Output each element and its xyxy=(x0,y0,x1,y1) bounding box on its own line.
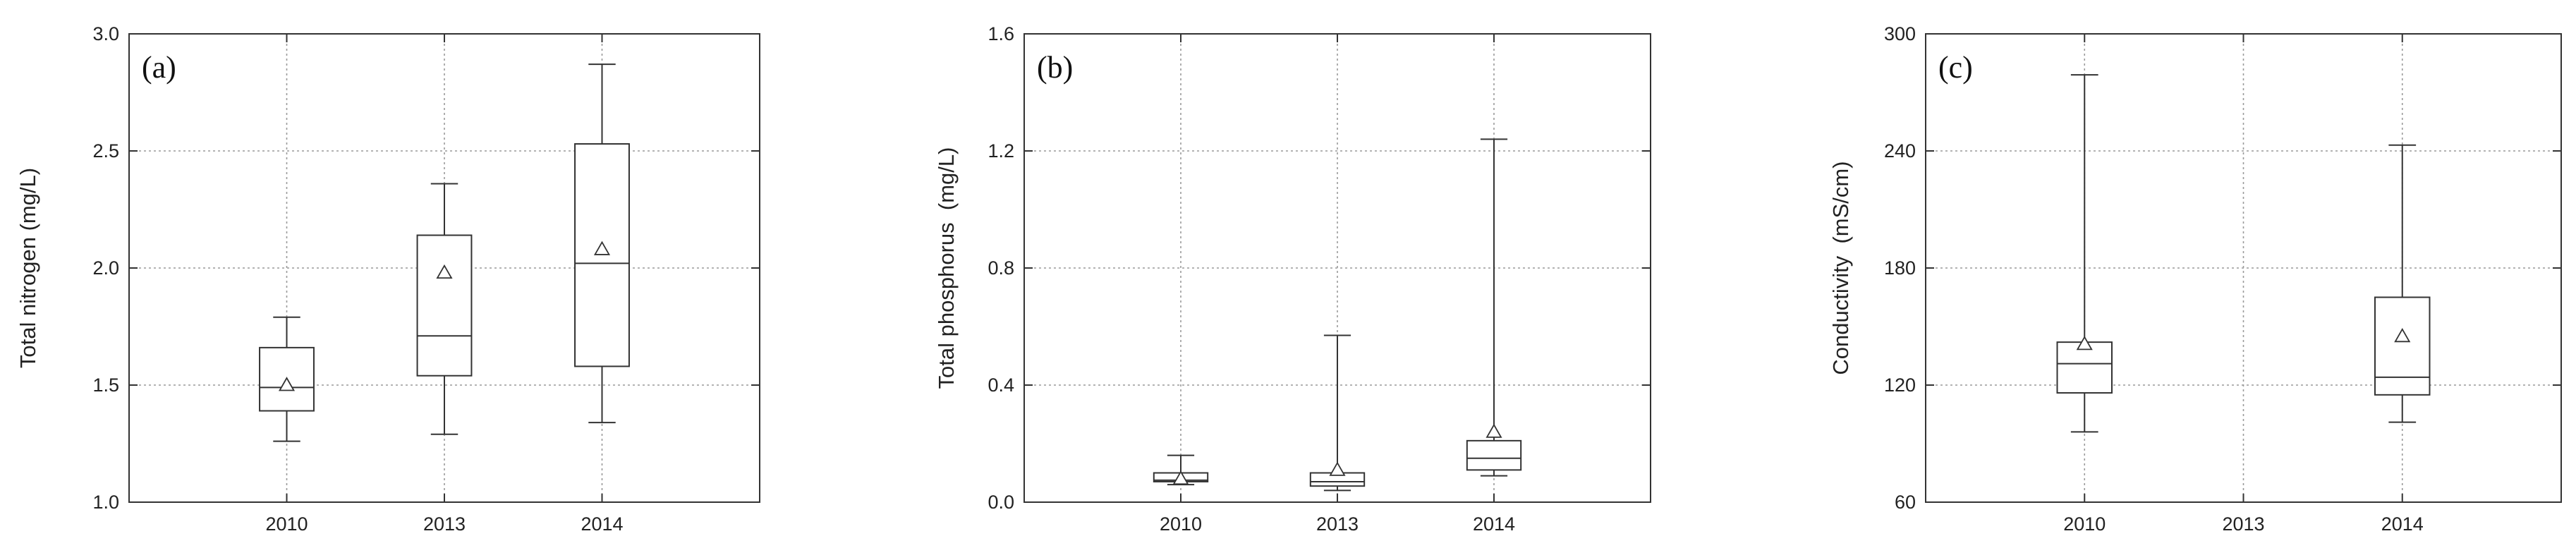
iqr-box xyxy=(416,234,473,377)
x-tick-label: 2010 xyxy=(265,513,308,535)
y-tick-label: 60 xyxy=(1895,492,1916,513)
y-tick-label: 1.5 xyxy=(92,375,119,396)
plot-frame xyxy=(128,33,760,503)
x-tick-label: 2013 xyxy=(2222,513,2264,535)
x-tick-label: 2014 xyxy=(2381,513,2424,535)
mean-marker xyxy=(436,264,453,279)
panel-b-total-phosphorus: 0.0 0.4 0.8 1.2 1.6 2010 2013 2014 (b) Total phos… xyxy=(934,23,1651,535)
y-tick-label: 2.5 xyxy=(92,140,119,162)
y-axis-label: Conductivity (mS/cm) xyxy=(1828,161,1853,375)
y-tick-label: 300 xyxy=(1884,23,1916,44)
panel-a-total-nitrogen: 1.0 1.5 2.0 2.5 3.0 2010 2013 2014 (a) Total nitr… xyxy=(16,23,760,535)
panel-label: (c) xyxy=(1938,50,1973,85)
iqr-box xyxy=(2374,296,2431,396)
y-tick-label: 3.0 xyxy=(92,23,119,44)
x-tick-label: 2010 xyxy=(1160,513,1202,535)
mean-marker xyxy=(2076,336,2093,351)
y-tick-label: 120 xyxy=(1884,375,1916,396)
y-tick-label: 0.8 xyxy=(988,257,1014,279)
iqr-box xyxy=(2056,341,2113,394)
y-tick-label: 180 xyxy=(1884,257,1916,279)
x-tick-label: 2013 xyxy=(423,513,466,535)
mean-marker xyxy=(1486,423,1502,438)
mean-marker xyxy=(1172,470,1189,485)
plot-frame xyxy=(1925,33,2562,503)
y-tick-label: 1.6 xyxy=(988,23,1014,44)
iqr-box xyxy=(1466,439,1522,471)
x-tick-label: 2014 xyxy=(1473,513,1515,535)
x-tick-label: 2013 xyxy=(1316,513,1359,535)
y-tick-label: 1.0 xyxy=(92,492,119,513)
panel-label: (a) xyxy=(142,50,176,85)
y-tick-label: 2.0 xyxy=(92,257,119,279)
mean-marker xyxy=(1329,461,1346,476)
panel-label: (b) xyxy=(1037,50,1073,85)
y-tick-label: 1.2 xyxy=(988,140,1014,162)
mean-marker xyxy=(593,240,611,255)
x-tick-label: 2014 xyxy=(581,513,623,535)
mean-marker xyxy=(278,377,296,391)
y-tick-label: 0.4 xyxy=(988,375,1014,396)
x-tick-label: 2010 xyxy=(2063,513,2106,535)
mean-marker xyxy=(2394,328,2411,343)
y-tick-label: 0.0 xyxy=(988,492,1014,513)
panel-c-conductivity: 60 120 180 240 300 2010 2013 2014 (c) Conductivit… xyxy=(1828,23,2562,535)
y-tick-label: 240 xyxy=(1884,140,1916,162)
y-axis-label: Total nitrogen (mg/L) xyxy=(16,168,40,368)
plot-frame xyxy=(1023,33,1651,503)
y-axis-label: Total phosphorus (mg/L) xyxy=(934,147,959,389)
